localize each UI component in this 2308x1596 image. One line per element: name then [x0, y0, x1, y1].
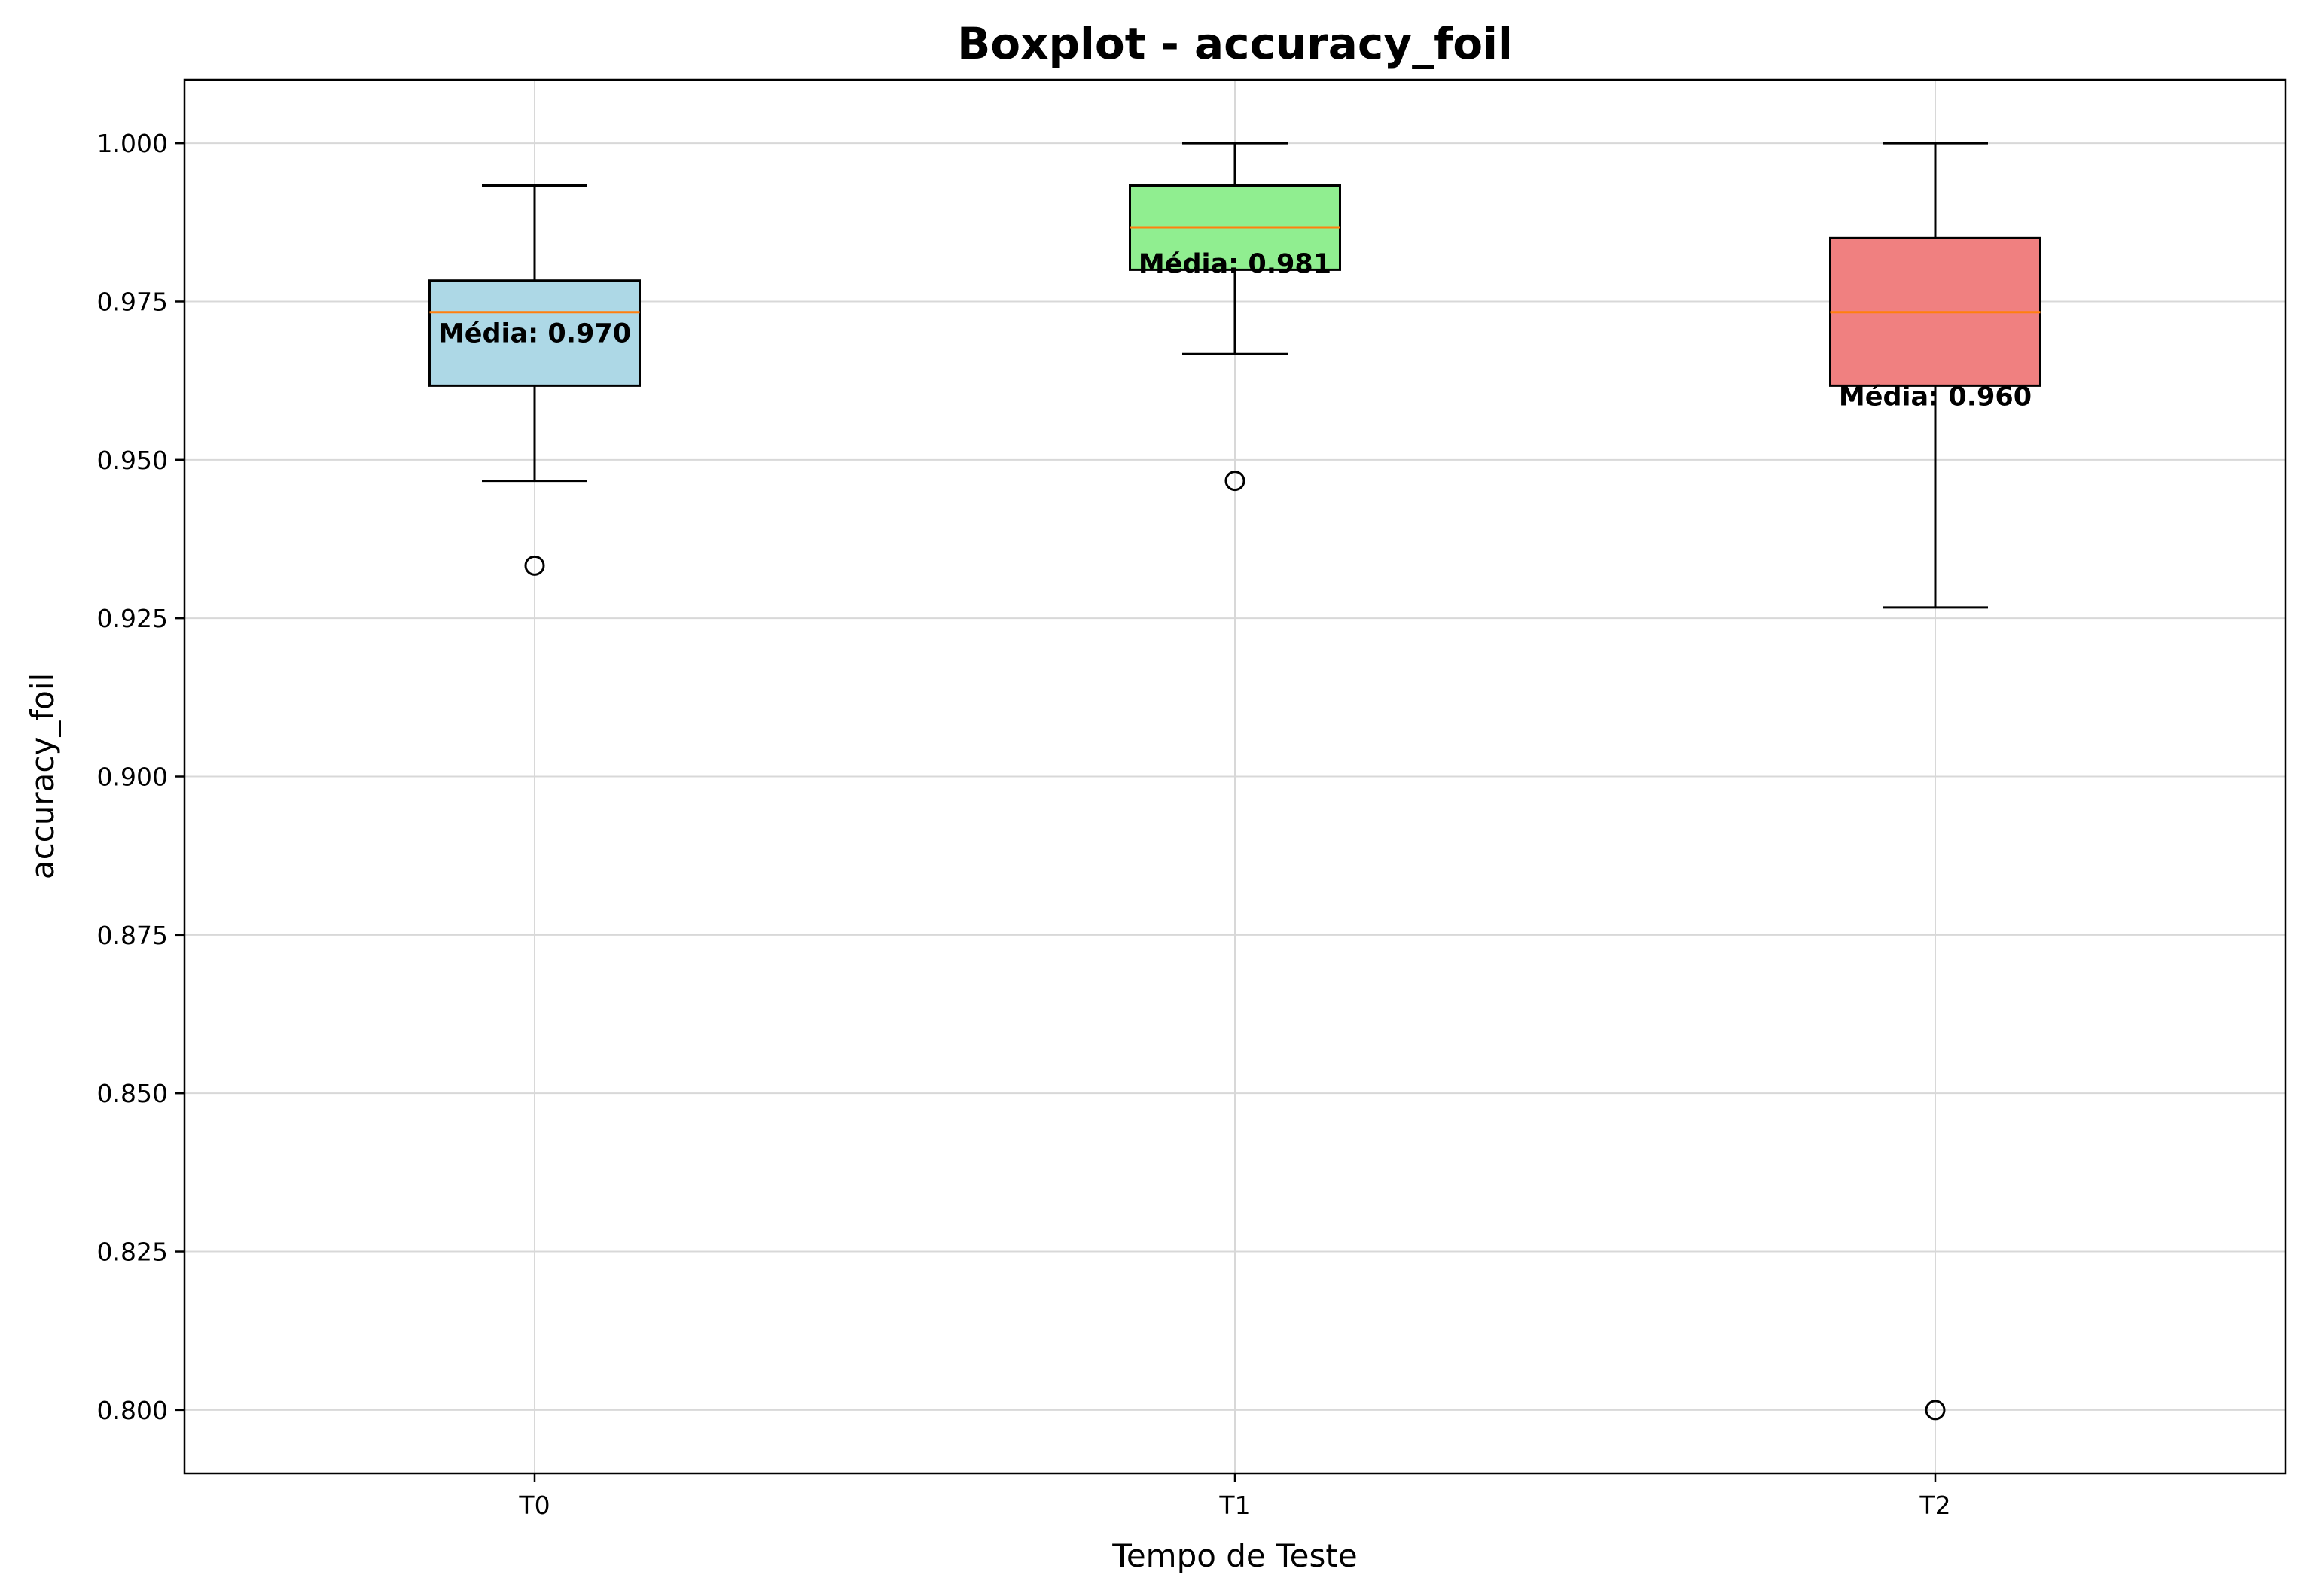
x-tick-label: T1: [1218, 1491, 1250, 1520]
y-tick-label: 0.850: [97, 1079, 168, 1108]
y-tick-label: 0.825: [97, 1238, 168, 1267]
outlier-point: [1224, 471, 1245, 492]
mean-label-t0: Média: 0.970: [438, 319, 631, 349]
mean-label-t1: Média: 0.981: [1139, 249, 1331, 279]
mean-label-t2: Média: 0.960: [1839, 382, 2032, 413]
outlier-point: [1925, 1400, 1946, 1421]
box-t0: [428, 279, 641, 387]
y-tick-label: 1.000: [97, 129, 168, 158]
y-tick-label: 0.950: [97, 446, 168, 475]
box-group-t1: [1129, 142, 1341, 492]
y-tick-label: 0.975: [97, 287, 168, 316]
box-group-t0: [428, 184, 641, 576]
outlier-point: [524, 555, 545, 576]
x-axis-label: Tempo de Teste: [1111, 1537, 1357, 1574]
chart-title: Boxplot - accuracy_foil: [957, 18, 1513, 69]
axes-layer: 0.800 0.825 0.850 0.875 0.900 0.925 0.950 0.975…: [97, 129, 1951, 1520]
y-tick-label: 0.900: [97, 763, 168, 792]
x-tick-label: T2: [1919, 1491, 1950, 1520]
y-tick-label: 0.875: [97, 921, 168, 950]
y-tick-label: 0.925: [97, 604, 168, 633]
boxes-layer: [428, 142, 2041, 1421]
x-tick-label: T0: [518, 1491, 550, 1520]
box-group-t2: [1829, 142, 2041, 1421]
y-tick-label: 0.800: [97, 1396, 168, 1425]
mean-labels-layer: Média: 0.970 Média: 0.981 Média: 0.960: [438, 249, 2032, 413]
y-axis-label: accuracy_foil: [24, 673, 61, 879]
